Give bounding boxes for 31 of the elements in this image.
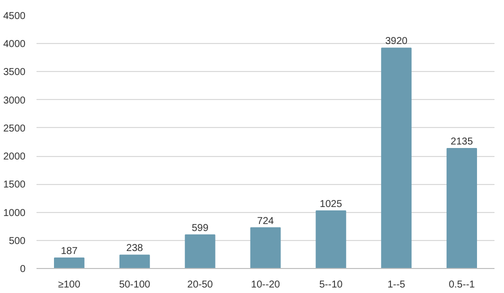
- y-tick-label: 4500: [3, 11, 26, 22]
- data-label: 1025: [320, 198, 342, 210]
- bar: [184, 234, 216, 268]
- x-tick-label: 10--20: [251, 280, 280, 290]
- x-tick-label: 1--5: [387, 280, 406, 290]
- bar: [381, 48, 412, 268]
- data-label: 187: [60, 246, 78, 257]
- x-tick-label: 50-100: [119, 280, 151, 290]
- y-tick-label: 4000: [3, 39, 26, 50]
- bar: [316, 210, 346, 268]
- y-tick-label: 3500: [3, 67, 26, 78]
- y-tick-label: 0: [20, 264, 26, 275]
- bar: [446, 148, 478, 268]
- data-label: 2135: [450, 136, 474, 148]
- x-tick-label: 0.5--1: [448, 280, 476, 290]
- bar: [250, 227, 281, 268]
- y-tick-label: 1500: [3, 180, 26, 191]
- y-tick-label: 2000: [3, 152, 26, 163]
- y-tick-label: 2500: [3, 123, 26, 134]
- x-tick-label: 5--10: [319, 280, 344, 290]
- data-label: 238: [126, 243, 144, 254]
- bar: [54, 257, 84, 268]
- bar: [119, 254, 150, 268]
- y-tick-label: 500: [8, 236, 26, 247]
- data-label: 3920: [385, 36, 408, 48]
- data-label: 724: [257, 216, 274, 227]
- data-label: 599: [192, 222, 209, 234]
- x-tick-label: ≥100: [58, 280, 81, 290]
- y-tick-label: 1000: [3, 208, 26, 219]
- y-tick-label: 3000: [3, 95, 26, 106]
- x-tick-label: 20-50: [187, 280, 214, 290]
